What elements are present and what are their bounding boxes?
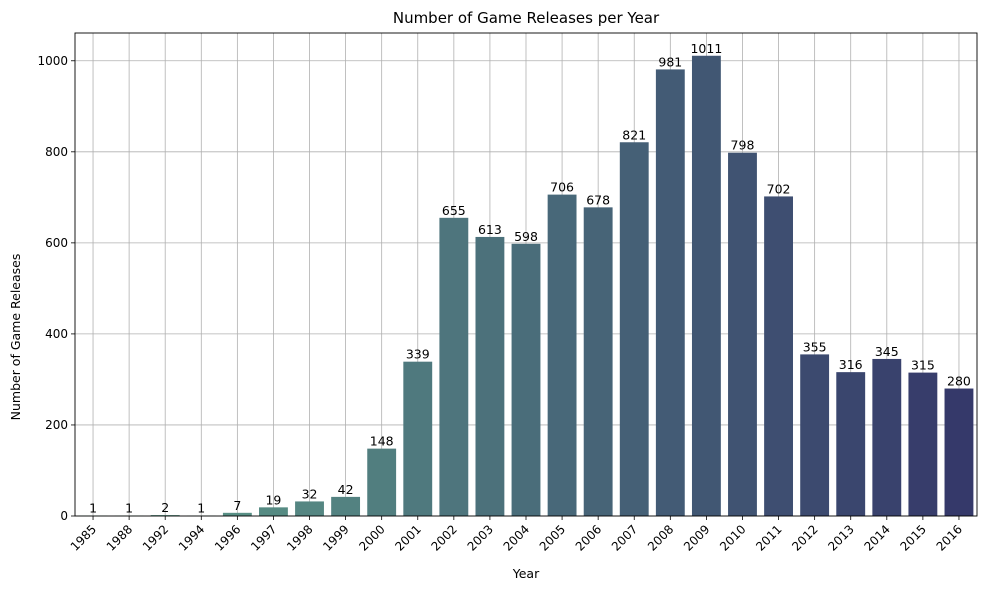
data-label-2000: 148 bbox=[370, 434, 394, 449]
bar-1999 bbox=[331, 497, 360, 516]
data-label-2002: 655 bbox=[442, 203, 466, 218]
x-tick-label: 2003 bbox=[465, 522, 496, 553]
x-tick-label: 1997 bbox=[248, 522, 279, 553]
x-tick-label: 2011 bbox=[753, 522, 784, 553]
data-label-2012: 355 bbox=[803, 339, 827, 354]
x-tick-label: 2008 bbox=[645, 522, 676, 553]
x-tick-label: 2015 bbox=[898, 522, 929, 553]
data-label-1994: 1 bbox=[197, 501, 205, 516]
data-label-2004: 598 bbox=[514, 229, 538, 244]
data-label-2015: 315 bbox=[911, 358, 935, 373]
bar-2011 bbox=[764, 196, 793, 516]
bar-2012 bbox=[800, 354, 829, 516]
data-label-2010: 798 bbox=[731, 138, 755, 153]
bar-2002 bbox=[439, 218, 468, 516]
x-tick-label: 1985 bbox=[68, 522, 99, 553]
x-tick-label: 2014 bbox=[861, 522, 892, 553]
x-tick-label: 2006 bbox=[573, 522, 604, 553]
data-label-2003: 613 bbox=[478, 222, 502, 237]
data-label-2011: 702 bbox=[767, 181, 791, 196]
data-label-1992: 2 bbox=[161, 500, 169, 515]
bar-2016 bbox=[945, 389, 974, 516]
x-tick-label: 2002 bbox=[428, 522, 459, 553]
data-label-2009: 1011 bbox=[690, 41, 722, 56]
bar-1996 bbox=[223, 513, 252, 516]
data-label-2007: 821 bbox=[622, 127, 646, 142]
bar-1998 bbox=[295, 501, 324, 516]
data-label-2013: 316 bbox=[839, 357, 863, 372]
bar-2006 bbox=[584, 207, 613, 516]
x-tick-label: 1992 bbox=[140, 522, 171, 553]
bar-2001 bbox=[403, 362, 432, 516]
bar-2015 bbox=[908, 373, 937, 516]
x-tick-label: 2004 bbox=[501, 522, 532, 553]
y-axis-label: Number of Game Releases bbox=[8, 254, 23, 421]
x-tick-label: 2012 bbox=[789, 522, 820, 553]
data-label-1998: 32 bbox=[302, 486, 318, 501]
x-tick-label: 1998 bbox=[284, 522, 315, 553]
data-label-2006: 678 bbox=[586, 192, 610, 207]
data-label-1985: 1 bbox=[89, 501, 97, 516]
x-tick-label: 2000 bbox=[356, 522, 387, 553]
chart-title: Number of Game Releases per Year bbox=[393, 9, 660, 27]
bar-2013 bbox=[836, 372, 865, 516]
x-tick-label: 1988 bbox=[104, 522, 135, 553]
data-label-2016: 280 bbox=[947, 374, 971, 389]
x-tick-label: 2016 bbox=[934, 522, 965, 553]
bar-2007 bbox=[620, 142, 649, 516]
data-label-2008: 981 bbox=[658, 54, 682, 69]
data-label-1996: 7 bbox=[233, 498, 241, 513]
bar-2005 bbox=[548, 195, 577, 516]
x-tick-label: 2010 bbox=[717, 522, 748, 553]
x-tick-label: 1994 bbox=[176, 522, 207, 553]
y-tick-label: 1000 bbox=[37, 54, 68, 68]
bar-2008 bbox=[656, 69, 685, 516]
bar-2004 bbox=[512, 244, 541, 516]
y-tick-label: 600 bbox=[45, 236, 68, 250]
bar-2014 bbox=[872, 359, 901, 516]
data-label-1999: 42 bbox=[338, 482, 354, 497]
x-tick-label: 1996 bbox=[212, 522, 243, 553]
data-label-1988: 1 bbox=[125, 501, 133, 516]
bar-2000 bbox=[367, 449, 396, 516]
bar-2010 bbox=[728, 153, 757, 516]
bar-1997 bbox=[259, 507, 288, 516]
y-tick-label: 0 bbox=[60, 509, 68, 523]
data-label-1997: 19 bbox=[265, 492, 281, 507]
x-tick-label: 1999 bbox=[320, 522, 351, 553]
x-tick-label: 2001 bbox=[392, 522, 423, 553]
bar-2009 bbox=[692, 56, 721, 516]
bar-2003 bbox=[475, 237, 504, 516]
x-tick-label: 2007 bbox=[609, 522, 640, 553]
data-label-2005: 706 bbox=[550, 180, 574, 195]
data-label-2001: 339 bbox=[406, 347, 430, 362]
x-tick-label: 2013 bbox=[825, 522, 856, 553]
y-tick-label: 800 bbox=[45, 145, 68, 159]
x-tick-label: 2005 bbox=[537, 522, 568, 553]
data-label-2014: 345 bbox=[875, 344, 899, 359]
y-tick-label: 200 bbox=[45, 418, 68, 432]
y-tick-label: 400 bbox=[45, 327, 68, 341]
x-tick-label: 2009 bbox=[681, 522, 712, 553]
x-axis-label: Year bbox=[512, 566, 540, 581]
